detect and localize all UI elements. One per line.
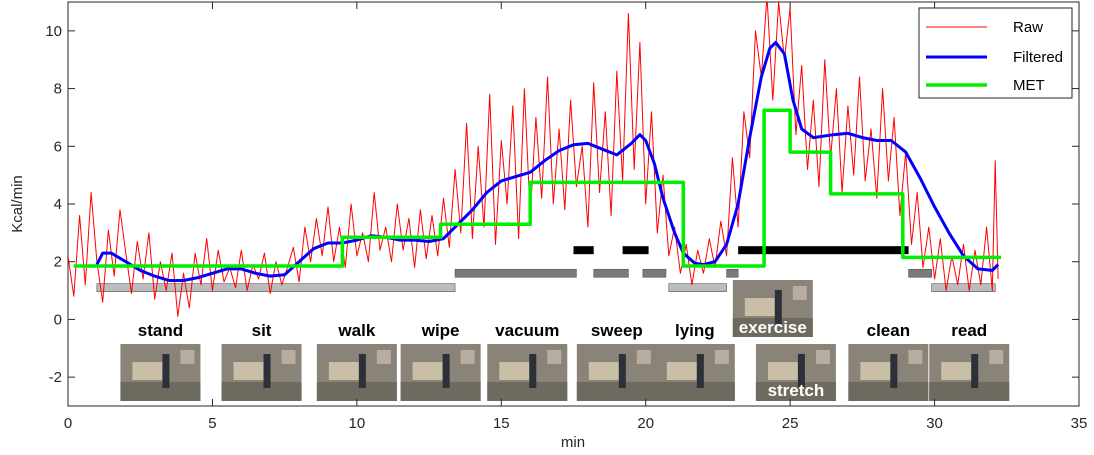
- activity-bar: [668, 283, 727, 292]
- activity-photo-wipe: [400, 344, 481, 401]
- x-tick-label: 25: [782, 415, 799, 432]
- activity-bar: [96, 283, 456, 292]
- x-tick-label: 10: [349, 415, 366, 432]
- activity-label-stand: stand: [138, 321, 183, 340]
- legend-label-filtered: Filtered: [1013, 49, 1063, 66]
- met-line: [73, 108, 1001, 268]
- activity-label-lying: lying: [675, 321, 715, 340]
- activity-bar: [642, 268, 667, 278]
- activity-label-wipe: wipe: [421, 321, 460, 340]
- y-axis-label: Kcal/min: [9, 175, 26, 233]
- activity-bar: [738, 246, 909, 255]
- activity-photo-vacuum: [487, 344, 568, 401]
- y-tick-label: 8: [54, 81, 62, 98]
- x-tick-label: 35: [1071, 415, 1088, 432]
- activity-photo-sweep: [576, 344, 657, 401]
- activity-bars: [96, 246, 996, 292]
- activity-bar: [593, 268, 629, 278]
- filtered-series: [95, 40, 1000, 282]
- legend-label-met: MET: [1013, 77, 1045, 94]
- legend-box: [918, 7, 1073, 99]
- activity-bar: [931, 283, 996, 292]
- activity-photo-clean: [848, 344, 929, 401]
- legend-label-raw: Raw: [1013, 19, 1043, 36]
- activity-label-vacuum: vacuum: [495, 321, 559, 340]
- activity-bar: [908, 268, 932, 278]
- activity-photo-lying: [654, 344, 735, 401]
- activity-bar: [622, 246, 649, 255]
- y-tick-label: 10: [45, 23, 62, 40]
- x-tick-label: 15: [493, 415, 510, 432]
- activity-photo-sit: [221, 344, 302, 401]
- activity-photo-stretch: [755, 344, 836, 401]
- activity-thumbnails: [120, 280, 1010, 401]
- x-tick-label: 30: [926, 415, 943, 432]
- met-series: [73, 108, 1001, 268]
- x-axis-label: min: [561, 434, 585, 451]
- activity-photo-exercise: [732, 280, 813, 337]
- y-tick-label: 6: [54, 138, 62, 155]
- y-tick-label: -2: [49, 369, 62, 386]
- activity-bar: [573, 246, 594, 255]
- raw-series: [68, 2, 999, 317]
- x-tick-label: 0: [64, 415, 72, 432]
- activity-label-exercise: exercise: [739, 318, 807, 337]
- filtered-line: [95, 40, 1000, 282]
- activity-photo-read: [929, 344, 1010, 401]
- activity-label-sweep: sweep: [591, 321, 643, 340]
- plot-area: [67, 1, 1080, 407]
- legend: Raw Filtered MET: [918, 7, 1073, 99]
- x-tick-label: 20: [637, 415, 654, 432]
- activity-label-walk: walk: [337, 321, 375, 340]
- activity-label-sit: sit: [252, 321, 272, 340]
- activity-label-clean: clean: [867, 321, 910, 340]
- activity-labels: stand sit walk wipe vacuum sweep lying exercise…: [138, 318, 987, 400]
- activity-bar: [726, 268, 739, 278]
- activity-photo-walk: [316, 344, 397, 401]
- y-axis-ticks: -2 0 2 4 6 8 10: [45, 23, 1079, 386]
- activity-label-read: read: [951, 321, 987, 340]
- y-tick-label: 0: [54, 311, 62, 328]
- x-tick-label: 5: [208, 415, 216, 432]
- activity-photo-stand: [120, 344, 201, 401]
- activity-label-stretch: stretch: [768, 381, 825, 400]
- activity-bar: [454, 268, 577, 278]
- raw-line: [68, 2, 999, 317]
- y-tick-label: 4: [54, 196, 62, 213]
- y-tick-label: 2: [54, 254, 62, 271]
- x-axis-ticks: 0 5 10 15 20 25 30 35: [64, 2, 1088, 432]
